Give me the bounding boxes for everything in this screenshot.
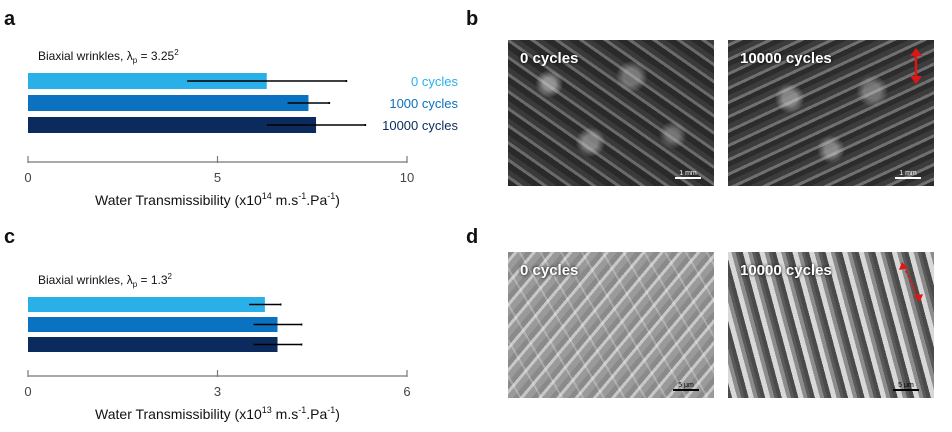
scale-bar-b-right: 1 mm [888,170,928,180]
image-label-d-left: 0 cycles [520,262,579,279]
bar-2 [28,337,278,352]
chart-c: Biaxial wrinkles, λp = 1.32 0 3 6 Water Tran… [24,272,410,422]
scale-text: 5 μm [898,382,914,389]
x-axis-label: Water Transmissibility (x1013 m.s-1.Pa-1… [95,405,340,422]
x-tick-label-1: 5 [214,170,221,185]
category-label-1: 1000 cycles [389,96,458,111]
scale-text: 1 mm [679,170,697,177]
scale-line [893,389,919,391]
bar-0 [28,297,265,312]
x-tick-label-0: 0 [24,170,31,185]
strain-direction-arrow-icon [910,48,922,84]
panel-letter-a: a [4,8,16,30]
image-label-d-right: 10000 cycles [740,262,832,279]
x-axis-label: Water Transmissibility (x1014 m.s-1.Pa-1… [95,191,340,208]
sem-image-d-10000-cycles: 10000 cycles 5 μm [728,252,934,398]
panel-letter-d: d [466,226,479,248]
annotation-text: Biaxial wrinkles, λp = 1.32 [38,272,173,289]
x-tick-label-0: 0 [24,384,31,399]
scale-line [675,177,701,179]
sem-image-b-10000-cycles: 10000 cycles 1 mm [728,40,934,186]
bar-1 [28,317,278,332]
image-label-b-right: 10000 cycles [740,50,832,67]
scale-line [895,177,921,179]
x-tick-label-2: 6 [403,384,410,399]
sem-image-d-0-cycles: 0 cycles 5 μm [508,252,714,398]
bar-0 [28,73,267,89]
annotation-text: Biaxial wrinkles, λp = 3.252 [38,48,179,65]
panel-letter-c: c [4,226,16,248]
chart-a: Biaxial wrinkles, λp = 3.252 0 cycles 1000… [24,48,458,208]
image-label-b-left: 0 cycles [520,50,579,67]
x-tick-label-2: 10 [400,170,414,185]
scale-bar-d-left: 5 μm [666,382,706,392]
scale-bar-d-right: 5 μm [886,382,926,392]
scale-bar-b-left: 1 mm [668,170,708,180]
strain-direction-arrow-icon [899,262,923,302]
x-tick-label-1: 3 [214,384,221,399]
bar-1 [28,95,309,111]
sem-image-b-0-cycles: 0 cycles 1 mm [508,40,714,186]
category-label-0: 0 cycles [411,74,458,89]
scale-text: 1 mm [899,170,917,177]
scale-line [673,389,699,391]
scale-text: 5 μm [678,382,694,389]
bar-2 [28,117,317,133]
category-label-2: 10000 cycles [382,118,458,133]
panel-letter-b: b [466,8,479,30]
